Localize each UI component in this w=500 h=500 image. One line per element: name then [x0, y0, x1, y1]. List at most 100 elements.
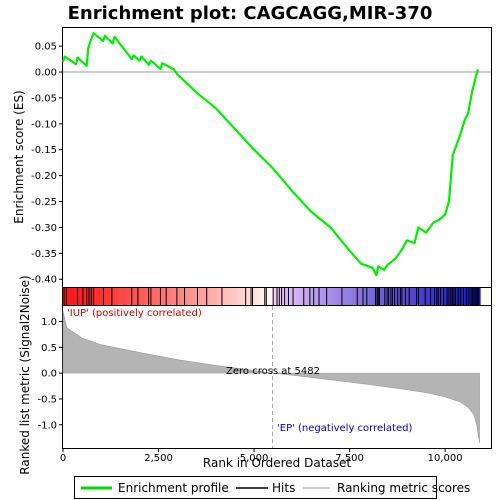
heat-bar-segment [321, 288, 324, 305]
heat-bar-segment [148, 288, 151, 305]
heat-bar-segment [192, 288, 195, 305]
heat-bar-segment [463, 288, 466, 305]
heat-bar-segment [344, 288, 347, 305]
heat-bar-segment [347, 288, 350, 305]
heat-bar-segment [154, 288, 157, 305]
heat-bar-segment [174, 288, 177, 305]
heat-bar-segment [393, 288, 395, 305]
es-y-axis-label: Enrichment score (ES) [12, 90, 26, 223]
enrichment-profile [61, 32, 480, 277]
x-tick-label: 10,000 [428, 453, 463, 464]
heat-bar-segment [171, 288, 174, 305]
heat-bar-segment [469, 288, 472, 305]
heat-bar-segment [397, 288, 400, 305]
heat-bar-segment [147, 288, 149, 305]
heat-bar-segment [348, 288, 351, 305]
heat-bar-segment [118, 288, 120, 305]
heat-bar-segment [95, 288, 97, 305]
heat-bar-segment [197, 288, 200, 305]
heat-bar-segment [446, 288, 449, 305]
es-y-tick-label: 0.00 [35, 68, 57, 79]
metric-y-tick-label: -0.5 [37, 394, 57, 405]
heat-bar-segment [353, 288, 356, 305]
heat-bar-segment [247, 288, 250, 305]
metric-panel-frame [62, 305, 492, 449]
heat-bar-segment [72, 288, 74, 305]
heat-bar-segment [168, 288, 171, 305]
heat-bar-segment [166, 288, 169, 305]
heat-bar-segment [255, 288, 258, 305]
heat-bar-segment [140, 288, 143, 305]
heat-bar-segment [142, 288, 145, 305]
heat-bar-segment [116, 288, 119, 305]
heat-bar-segment [413, 288, 415, 305]
heat-bar-segment [121, 288, 123, 305]
heat-bar-segment [299, 288, 302, 305]
heat-bar-segment [92, 288, 94, 305]
heat-bar-segment [338, 288, 340, 305]
heat-bar-segment [127, 288, 130, 305]
x-axis-label: Rank in Ordered Dataset [203, 456, 351, 470]
heat-bar-segment [214, 288, 217, 305]
heat-bar-segment [179, 288, 181, 305]
heat-bar-segment [240, 288, 243, 305]
es-y-tick-label: -0.20 [31, 171, 57, 182]
heat-bar-segment [362, 288, 365, 305]
heat-bar-segment [101, 288, 104, 305]
heat-bar-segment [122, 288, 125, 305]
heat-bar-segment [333, 288, 336, 305]
heat-bar-segment [304, 288, 307, 305]
heat-bar-segment [266, 288, 269, 305]
heat-bar-segment [145, 288, 148, 305]
heat-bar-segment [221, 288, 224, 305]
heat-bar-segment [157, 288, 160, 305]
es-y-tick-label: -0.35 [31, 249, 57, 260]
heat-bar-segment [108, 288, 111, 305]
heat-bar-segment [328, 288, 331, 305]
heat-bar-segment [423, 288, 426, 305]
heat-bar-segment [125, 288, 128, 305]
heat-bar-segment [310, 288, 313, 305]
heat-bar-segment [218, 288, 221, 305]
es-y-tick-label: -0.40 [31, 275, 57, 286]
x-tick-label: 5,000 [240, 453, 269, 464]
heat-bar-segment [231, 288, 233, 305]
heat-bar-segment [471, 288, 473, 305]
heat-bar-segment [79, 288, 82, 305]
heat-bar-segment [226, 288, 229, 305]
heat-bar-segment [319, 288, 322, 305]
heat-bar-segment [209, 288, 212, 305]
heat-bar-segment [223, 288, 226, 305]
heat-bar-segment [351, 288, 354, 305]
heat-bar-segment [432, 288, 435, 305]
heat-bar-segment [428, 288, 431, 305]
legend-metric-label: Ranking metric scores [337, 481, 470, 495]
heat-bar-segment [440, 288, 443, 305]
heat-bar-segment [208, 288, 211, 305]
heat-bar-segment [298, 288, 301, 305]
heat-bar-segment [414, 288, 417, 305]
es-y-tick-label: 0.05 [35, 42, 57, 53]
heat-bar-segment [84, 288, 87, 305]
heat-bar-segment [474, 288, 477, 305]
heat-bar-segment [211, 288, 214, 305]
heat-bar-segment [263, 288, 266, 305]
heat-bar-segment [380, 288, 383, 305]
legend: Enrichment profile Hits Ranking metric s… [74, 476, 470, 499]
es-y-tick-label: -0.15 [31, 145, 57, 156]
heat-bar-segment [107, 288, 110, 305]
heat-bar-segment [234, 288, 237, 305]
heat-bar-segment [215, 288, 218, 305]
negative-correlation-label: 'EP' (negatively correlated) [277, 423, 412, 434]
heat-bar-segment [267, 288, 270, 305]
heat-bar-segment [70, 288, 73, 305]
es-y-tick-label: -0.30 [31, 223, 57, 234]
heat-bar-segment [180, 288, 183, 305]
legend-enrichment-label: Enrichment profile [118, 481, 229, 495]
heat-bar-segment [133, 288, 136, 305]
ranking-metric-fill [62, 311, 480, 443]
heat-bar-segment [170, 288, 172, 305]
heat-bar-segment [434, 288, 437, 305]
heat-bar-segment [394, 288, 397, 305]
heat-bar-segment [379, 288, 382, 305]
